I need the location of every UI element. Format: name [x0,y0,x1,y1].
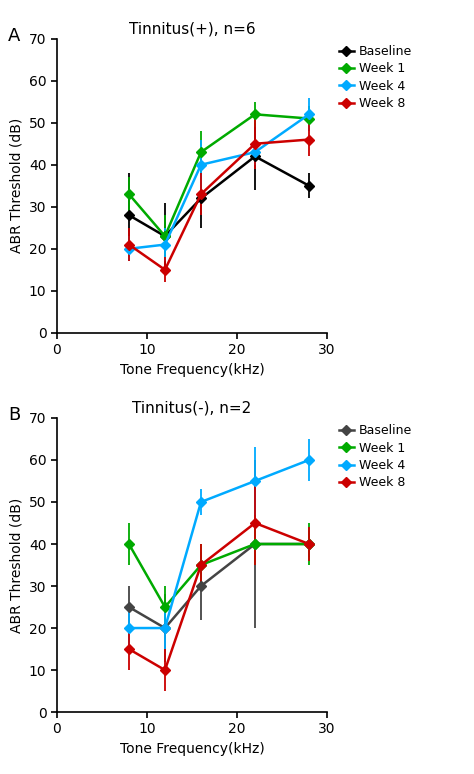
Text: B: B [8,406,20,424]
Text: A: A [8,27,21,45]
Title: Tinnitus(+), n=6: Tinnitus(+), n=6 [128,21,255,36]
Y-axis label: ABR Threshold (dB): ABR Threshold (dB) [9,498,23,632]
X-axis label: Tone Frequency(kHz): Tone Frequency(kHz) [119,742,264,756]
Legend: Baseline, Week 1, Week 4, Week 8: Baseline, Week 1, Week 4, Week 8 [339,45,412,110]
X-axis label: Tone Frequency(kHz): Tone Frequency(kHz) [119,363,264,377]
Title: Tinnitus(-), n=2: Tinnitus(-), n=2 [132,400,252,416]
Legend: Baseline, Week 1, Week 4, Week 8: Baseline, Week 1, Week 4, Week 8 [339,424,412,489]
Y-axis label: ABR Threshold (dB): ABR Threshold (dB) [9,118,23,253]
